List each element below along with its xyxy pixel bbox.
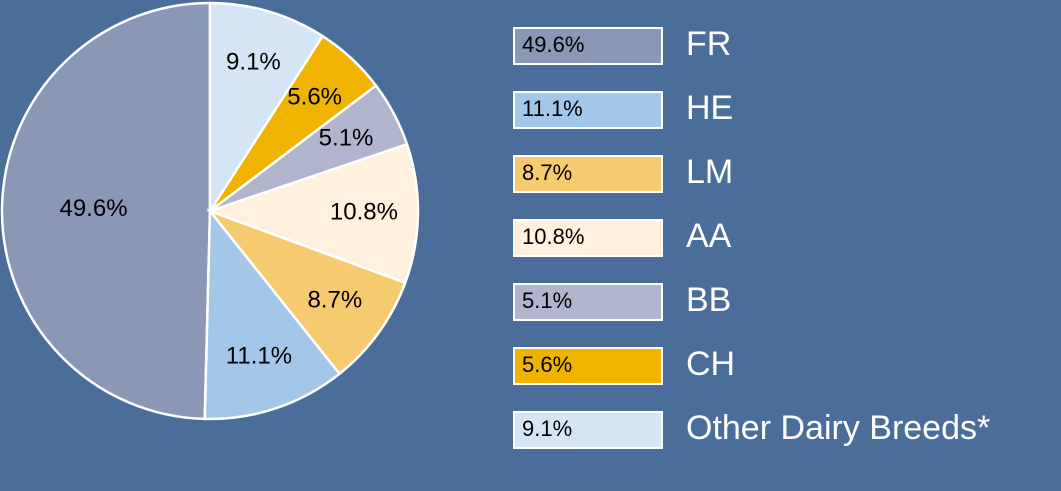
legend-swatch xyxy=(513,91,663,129)
legend-label: HE xyxy=(686,89,733,127)
slice-label: 49.6% xyxy=(59,195,127,222)
slice-label: 10.8% xyxy=(330,198,398,225)
slice-label: 5.6% xyxy=(287,83,342,110)
legend-value: 10.8% xyxy=(522,224,584,249)
slice-label: 8.7% xyxy=(307,286,362,313)
legend-label: BB xyxy=(686,281,731,319)
legend-label: CH xyxy=(686,345,735,383)
slice-label: 5.1% xyxy=(319,124,374,151)
legend-swatch xyxy=(513,155,663,193)
pie-slice xyxy=(206,142,420,285)
pie-slice xyxy=(206,208,407,376)
legend-swatch xyxy=(513,219,663,257)
pie-slice xyxy=(203,207,342,421)
legend-swatch xyxy=(513,411,663,449)
legend-value: 49.6% xyxy=(522,32,584,57)
pie-slice xyxy=(0,1,212,421)
legend-label: AA xyxy=(686,217,732,255)
legend-value: 8.7% xyxy=(522,160,572,185)
pie-slice xyxy=(208,1,325,216)
legend-label: FR xyxy=(686,25,731,63)
legend-swatch xyxy=(513,347,663,385)
legend-label: LM xyxy=(686,153,733,191)
legend-label: Other Dairy Breeds* xyxy=(686,409,990,447)
slice-label: 11.1% xyxy=(226,342,292,369)
legend-swatch xyxy=(513,283,663,321)
legend-value: 5.6% xyxy=(522,352,572,377)
legend-swatch xyxy=(513,27,663,65)
legend-value: 5.1% xyxy=(522,288,572,313)
legend-value: 11.1% xyxy=(522,96,583,121)
legend-value: 9.1% xyxy=(522,416,572,441)
slice-label: 9.1% xyxy=(226,49,281,76)
